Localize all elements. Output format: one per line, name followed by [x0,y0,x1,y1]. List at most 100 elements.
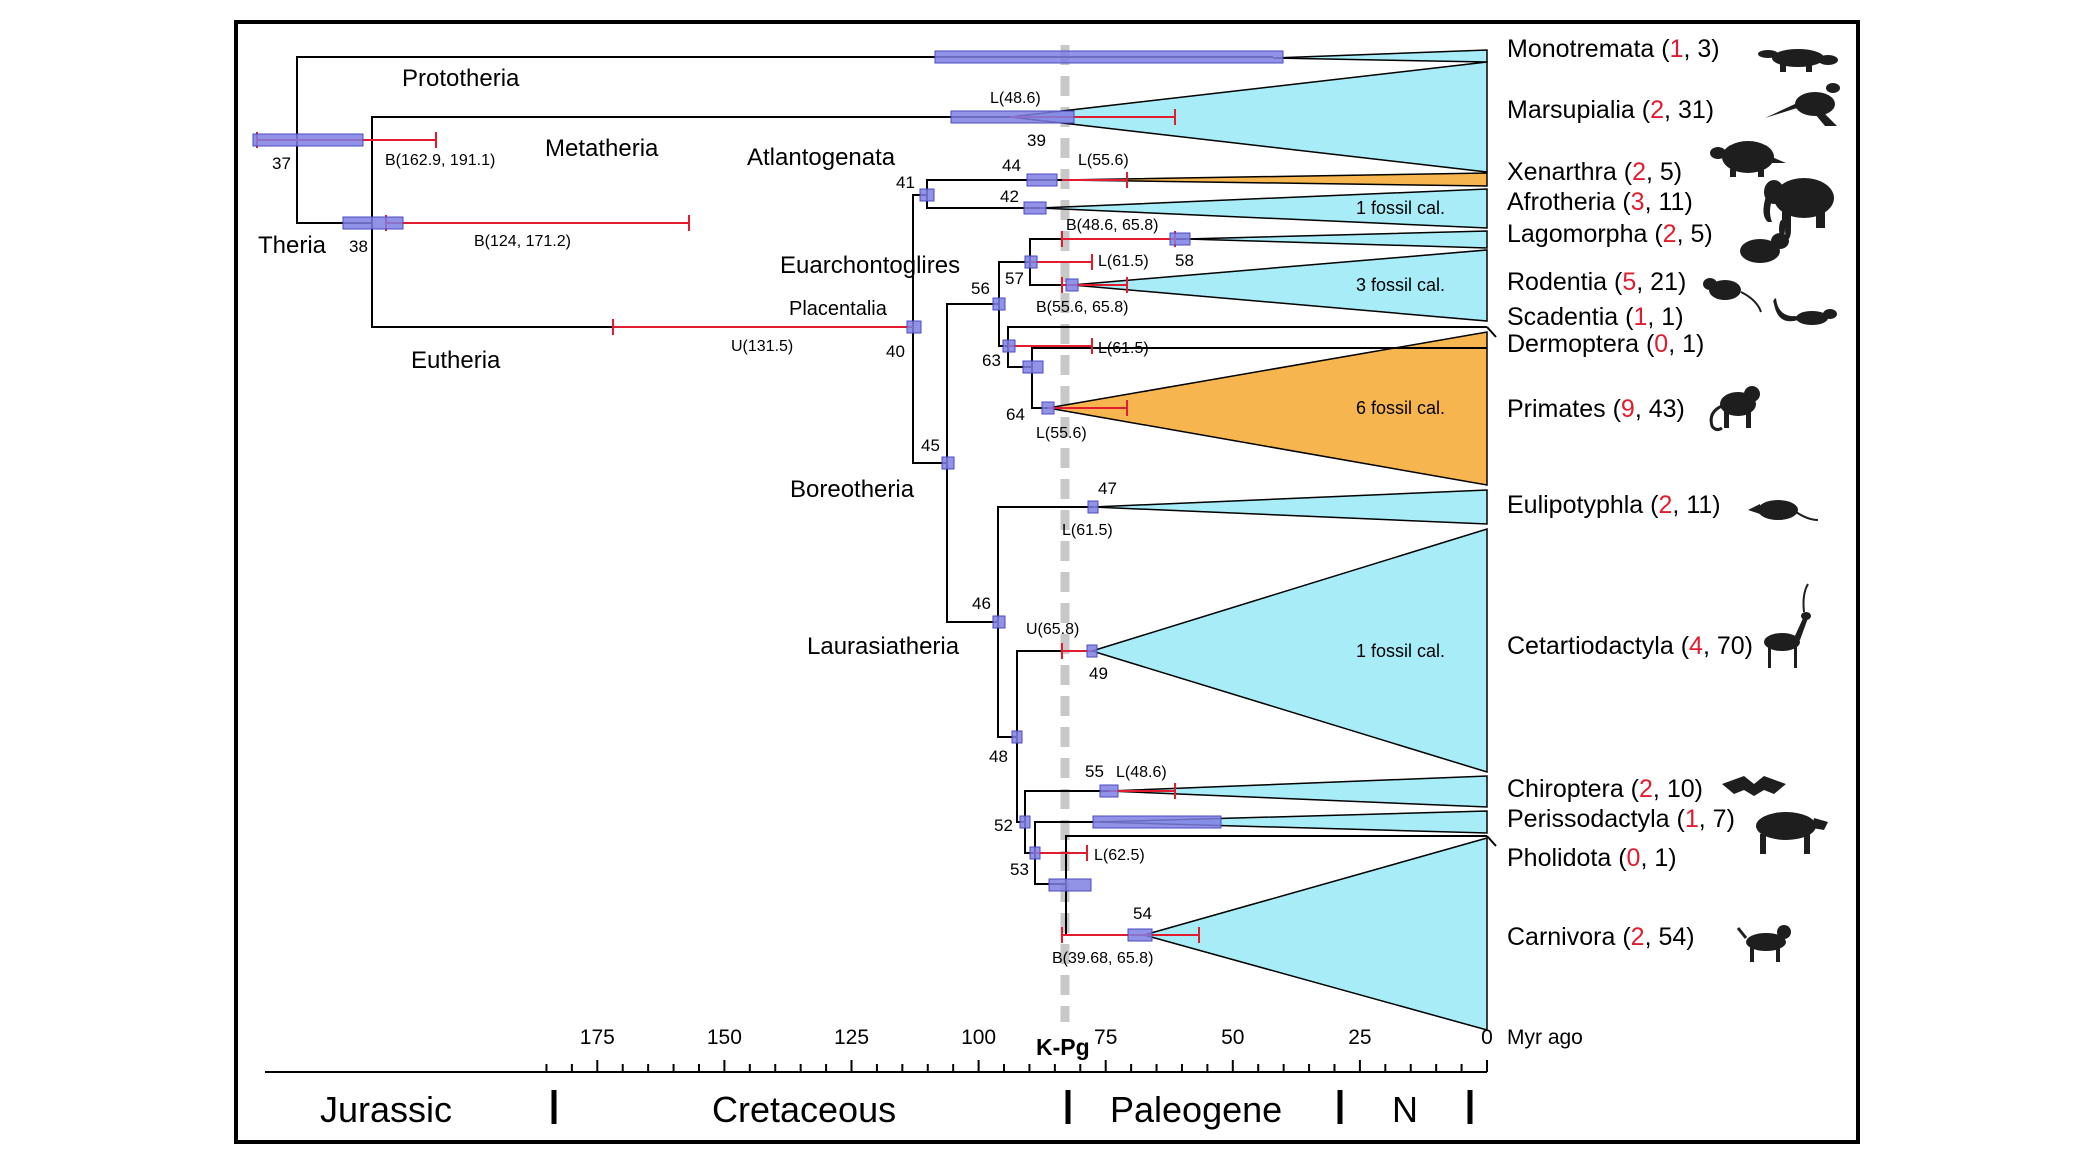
separator: , [1672,491,1686,519]
species-count: 11 [1686,491,1712,519]
axis-tick-label: 50 [1221,1026,1244,1049]
taxon-name: Scadentia [1507,303,1618,331]
paren-close: ) [1668,844,1676,872]
theria-label: Theria [258,232,327,259]
node-number: 38 [349,237,368,256]
taxon-label: Cetartiodactyla (4, 70) [1507,632,1753,660]
taxon-label: Xenarthra (2, 5) [1507,158,1682,186]
eutheria-calibration [385,215,690,231]
fossil-count: 3 [1631,188,1645,216]
separator: , [1683,35,1697,63]
paren-open: ( [1618,303,1634,331]
species-count: 21 [1650,268,1678,296]
axis-tick-label: 125 [834,1026,869,1049]
scrotifera-stem [997,622,1017,738]
paren-open: ( [1615,188,1631,216]
species-count: 43 [1649,395,1677,423]
fossil-count: 2 [1632,158,1646,186]
separator: , [1664,96,1678,124]
node-number: 39 [1027,131,1046,150]
axis-unit: Myr ago [1507,1026,1583,1049]
primates-triangle [1047,331,1488,486]
fossil-count: 1 [1633,303,1647,331]
paren-open: ( [1606,395,1622,423]
marsupialia-triangle [1009,61,1488,173]
calibration-bars [256,109,1200,943]
shrew-icon [1748,500,1819,521]
animal-silhouettes [1703,49,1840,962]
species-count: 1 [1654,844,1668,872]
taxon-label: Marsupialia (2, 31) [1507,96,1714,124]
species-count: 3 [1697,35,1711,63]
scadentia-leader [1486,326,1497,338]
fossil-count: 0 [1654,330,1668,358]
node52-stem [1016,737,1025,823]
taxon-name: Marsupialia [1507,96,1635,124]
calibration-label: L(55.6) [1036,425,1087,442]
fossil-count: 1 [1670,35,1684,63]
node-number: 40 [886,342,905,361]
rodentia-branch [1029,262,1072,286]
axis-tick-label: 150 [707,1026,742,1049]
calibration-label: B(39.68, 65.8) [1052,950,1153,967]
laurasiatheria-label: Laurasiatheria [807,633,960,660]
paren-open: ( [1617,158,1633,186]
calibration-label: L(61.5) [1098,253,1149,270]
period-paleogene: Paleogene [1110,1089,1282,1130]
pholidota-branch [1065,835,1487,884]
taxon-name: Pholidota [1507,844,1611,872]
perissodactyla-ci-bar [1092,815,1222,829]
node-number: 41 [896,173,915,192]
fossil-count: 1 [1685,805,1699,833]
root-ci-bar [252,133,364,147]
separator: , [1645,923,1659,951]
perissodactyla-triangle [1094,810,1488,834]
separator: , [1635,395,1649,423]
taxon-name: Cetartiodactyla [1507,632,1674,660]
axis-tick-label: 75 [1094,1026,1117,1049]
lagomorpha-triangle [1185,230,1488,249]
cetartiodactyla-ci-bar [1086,644,1098,658]
time-axis: Myr ago K-Pg 175 150 125 100 75 50 25 0 [265,1026,1583,1073]
node-number: 57 [1005,269,1024,288]
paren-open: ( [1607,268,1623,296]
taxon-label: Rodentia (5, 21) [1507,268,1686,296]
scadentia-branch [1007,326,1487,346]
calibration-label: L(61.5) [1062,522,1113,539]
cetartiodactyla-triangle [1089,527,1488,774]
paren-close: ) [1696,330,1704,358]
glires-calibration [1030,254,1093,270]
monkey-icon [1709,386,1760,432]
geologic-periods: Jurassic Cretaceous Paleogene N [320,1089,1473,1130]
separator: , [1646,158,1660,186]
fossil-count: 2 [1631,923,1645,951]
calibration-label: B(124, 171.2) [474,233,571,250]
species-count: 5 [1660,158,1674,186]
node-number: 48 [989,747,1008,766]
boreotheria-stem [912,327,947,464]
node41-ci-bar [919,188,935,202]
fossil-cal-label: 1 fossil cal. [1356,198,1445,218]
node-number: 56 [971,279,990,298]
separator: , [1703,632,1717,660]
taxon-name: Eulipotyphla [1507,491,1643,519]
taxon-name: Chiroptera [1507,775,1624,803]
laurasiatheria-stem [946,463,998,623]
node-number: 64 [1006,405,1025,424]
species-count: 5 [1690,220,1704,248]
chiroptera-calibration [1109,783,1176,799]
rodentia-triangle [1071,249,1488,322]
taxon-name: Monotremata [1507,35,1654,63]
node48-ci-bar [1011,730,1023,744]
euarchontoglires-stem [946,303,999,463]
fossil-count: 0 [1627,844,1641,872]
node-number: 47 [1098,479,1117,498]
theria-ci-bar [342,216,404,230]
rodentia-ci-bar [1065,278,1079,292]
period-cretaceous: Cretaceous [712,1089,896,1130]
fossil-count: 2 [1650,96,1664,124]
calibration-label: L(48.6) [990,90,1041,107]
species-count: 31 [1678,96,1706,124]
paren-close: ) [1675,303,1683,331]
